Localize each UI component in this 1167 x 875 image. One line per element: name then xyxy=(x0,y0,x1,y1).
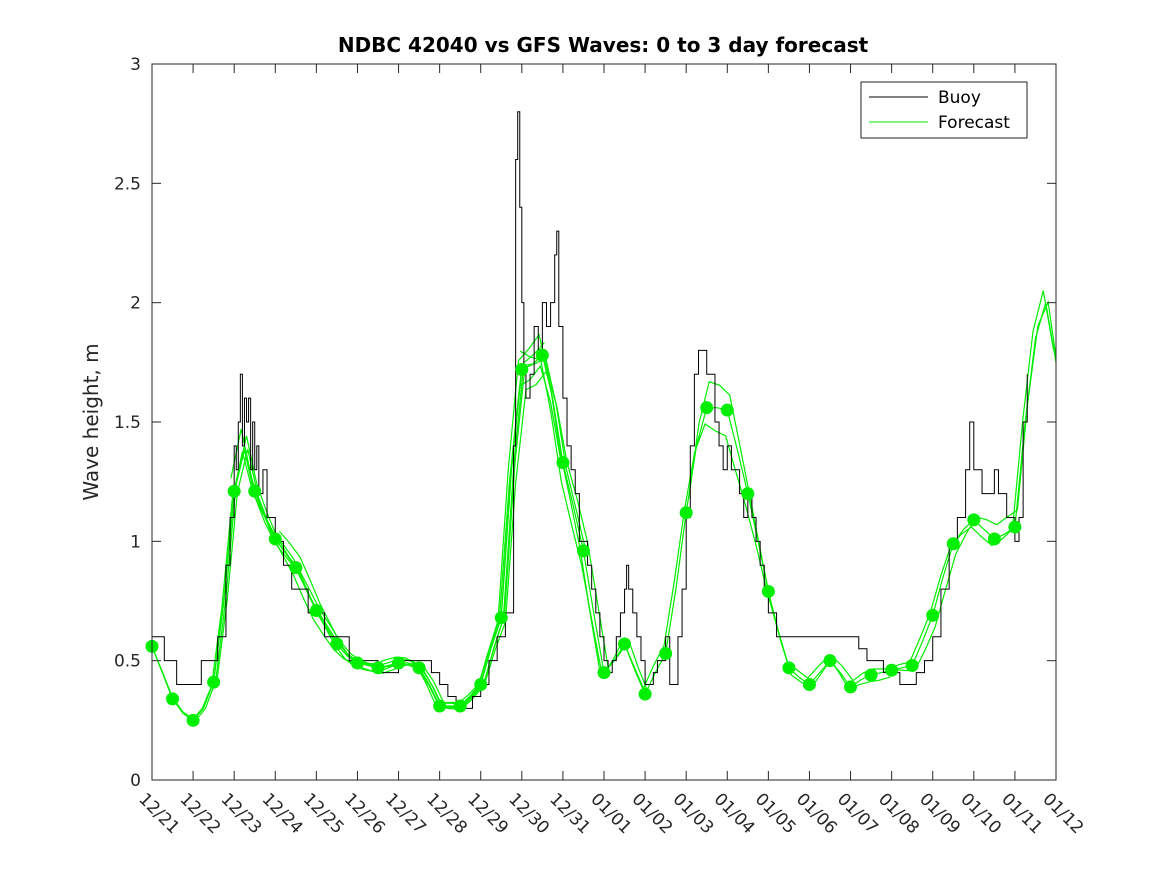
forecast-marker xyxy=(515,362,529,376)
forecast-marker xyxy=(844,680,858,694)
y-tick-label: 3 xyxy=(130,55,141,75)
forecast-marker xyxy=(638,687,652,701)
forecast-marker xyxy=(905,658,919,672)
forecast-marker xyxy=(576,544,590,558)
legend: Buoy Forecast xyxy=(860,81,1028,139)
forecast-marker xyxy=(268,532,282,546)
y-tick-label: 0.5 xyxy=(114,652,141,672)
forecast-marker xyxy=(618,637,632,651)
forecast-marker xyxy=(556,456,570,470)
y-tick-label: 0 xyxy=(130,771,141,791)
y-tick-label: 2.5 xyxy=(114,174,141,194)
legend-box xyxy=(860,81,1028,139)
forecast-marker xyxy=(248,484,262,498)
forecast-marker xyxy=(885,663,899,677)
forecast-marker xyxy=(720,403,734,417)
forecast-marker xyxy=(330,637,344,651)
y-tick-label: 1.5 xyxy=(114,413,141,433)
forecast-marker xyxy=(802,678,816,692)
forecast-marker xyxy=(392,656,406,670)
forecast-marker xyxy=(967,513,981,527)
forecast-marker xyxy=(679,506,693,520)
plot-area xyxy=(145,63,1057,781)
forecast-marker xyxy=(494,611,508,625)
forecast-marker xyxy=(207,675,221,689)
forecast-marker xyxy=(350,656,364,670)
buoy-line-group xyxy=(152,111,1028,709)
forecast-marker xyxy=(946,537,960,551)
forecast-markers xyxy=(145,348,1022,727)
y-tick-label: 2 xyxy=(130,294,141,314)
forecast-marker xyxy=(412,661,426,675)
forecast-marker xyxy=(823,654,837,668)
forecast-marker xyxy=(1008,520,1022,534)
forecast-marker xyxy=(289,561,303,575)
chart-title: NDBC 42040 vs GFS Waves: 0 to 3 day fore… xyxy=(338,33,869,57)
y-tick-label: 1 xyxy=(130,532,141,552)
forecast-marker xyxy=(474,678,488,692)
forecast-marker xyxy=(535,348,549,362)
forecast-marker xyxy=(741,487,755,501)
forecast-marker xyxy=(227,484,241,498)
buoy-line xyxy=(152,111,1028,709)
legend-label-buoy: Buoy xyxy=(938,88,981,108)
forecast-marker xyxy=(700,401,714,415)
forecast-marker xyxy=(987,532,1001,546)
y-axis-label: Wave height, m xyxy=(79,343,103,500)
forecast-line xyxy=(888,290,1055,669)
forecast-marker xyxy=(597,666,611,680)
forecast-marker xyxy=(659,647,673,661)
forecast-marker xyxy=(433,699,447,713)
forecast-marker xyxy=(926,608,940,622)
forecast-marker xyxy=(166,692,180,706)
legend-label-forecast: Forecast xyxy=(938,113,1010,133)
forecast-marker xyxy=(371,661,385,675)
forecast-marker xyxy=(309,604,323,618)
forecast-marker xyxy=(186,713,200,727)
forecast-marker xyxy=(761,584,775,598)
forecast-marker xyxy=(453,699,467,713)
forecast-marker xyxy=(864,668,878,682)
forecast-marker xyxy=(782,661,796,675)
y-axis: 0 0.5 1 1.5 2 2.5 3 xyxy=(114,55,1056,791)
